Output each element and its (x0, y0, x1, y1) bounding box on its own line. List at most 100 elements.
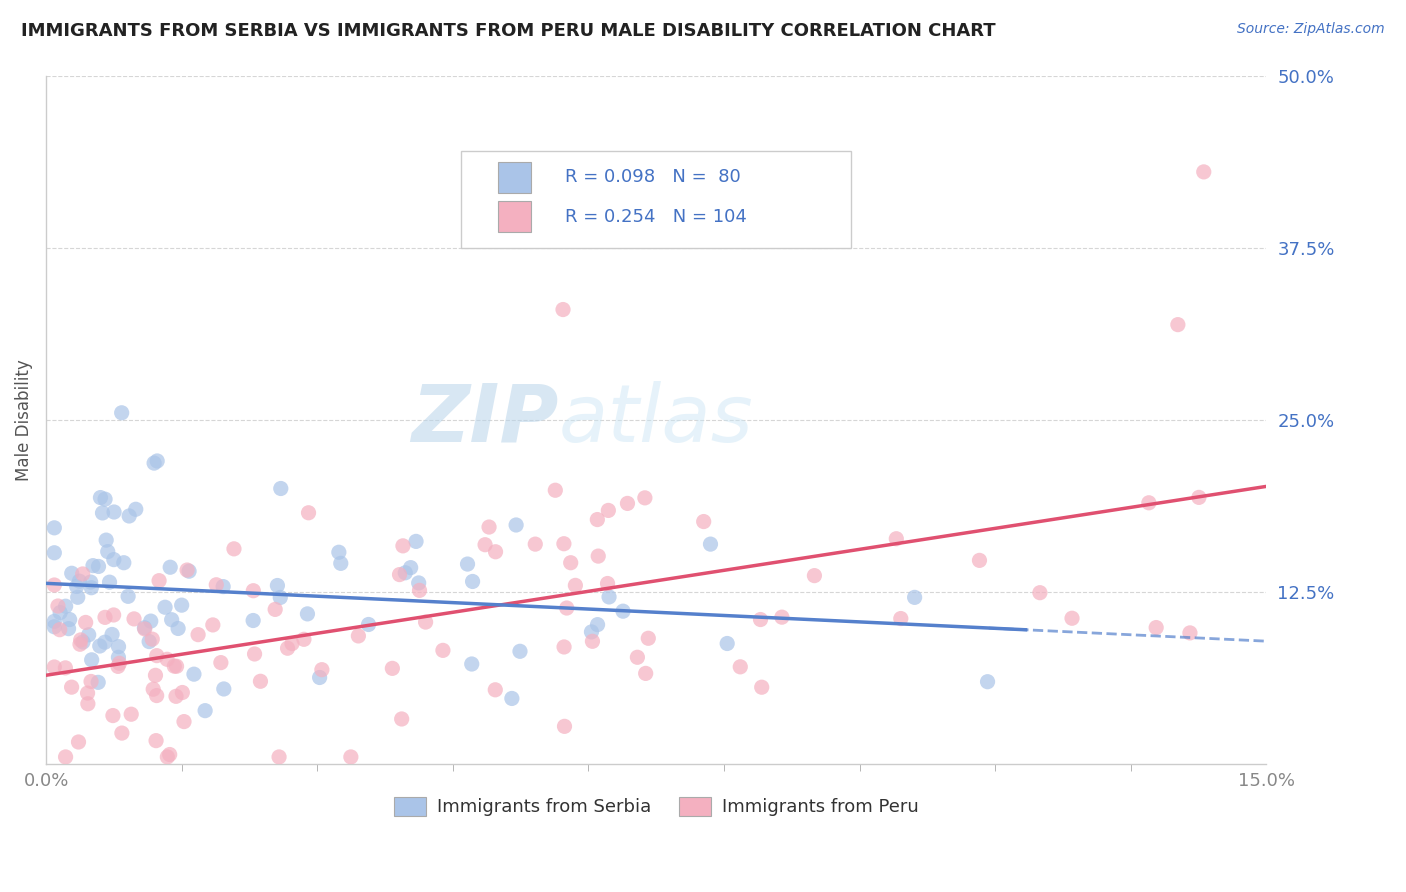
Point (159, 747, 181, 762)
Point (242, 614, 264, 628)
Point (297, 607, 319, 621)
Point (89, 639, 111, 653)
Point (243, 647, 266, 661)
Point (44, 546, 66, 560)
Point (1167, 318, 1189, 332)
Point (432, 643, 454, 657)
Point (1192, 165, 1215, 179)
Point (347, 629, 370, 643)
Point (329, 557, 352, 571)
Point (634, 666, 657, 681)
Point (328, 545, 350, 559)
Point (79, 575, 101, 590)
Point (461, 657, 484, 671)
Point (77, 628, 100, 642)
Point (904, 591, 927, 605)
Point (145, 733, 167, 747)
Point (103, 552, 125, 566)
Point (46, 599, 69, 613)
Point (749, 613, 772, 627)
Point (44, 521, 66, 535)
Point (187, 627, 209, 641)
Point (890, 611, 912, 625)
Point (146, 648, 169, 663)
Point (165, 690, 187, 704)
Y-axis label: Male Disability: Male Disability (15, 359, 32, 481)
Point (55, 599, 77, 614)
Point (80, 581, 103, 595)
Point (803, 568, 825, 582)
Point (66, 579, 89, 593)
Point (553, 640, 575, 654)
Point (96, 533, 118, 548)
Point (87, 559, 110, 574)
Point (156, 652, 179, 666)
Point (408, 583, 430, 598)
Point (308, 671, 330, 685)
FancyBboxPatch shape (461, 152, 852, 248)
Point (72, 635, 94, 649)
Point (484, 682, 506, 697)
Point (167, 622, 190, 636)
Point (143, 456, 166, 470)
Point (82, 558, 104, 573)
Point (89, 491, 111, 505)
Point (969, 553, 991, 567)
Point (44, 578, 66, 592)
Point (392, 539, 415, 553)
Point (555, 601, 578, 615)
Text: ZIP: ZIP (411, 381, 558, 458)
Point (770, 610, 793, 624)
Point (44, 620, 66, 634)
Point (730, 660, 752, 674)
Point (172, 685, 194, 699)
Point (148, 574, 170, 588)
Point (501, 691, 523, 706)
Point (153, 600, 176, 615)
Point (101, 708, 124, 723)
Point (524, 537, 547, 551)
Point (976, 674, 998, 689)
Text: R = 0.098   N =  80: R = 0.098 N = 80 (565, 169, 741, 186)
Point (176, 563, 198, 577)
Point (612, 604, 634, 618)
Point (111, 726, 134, 740)
Point (118, 508, 141, 523)
Point (1137, 496, 1160, 510)
FancyBboxPatch shape (498, 162, 530, 193)
Point (94, 610, 117, 624)
Point (391, 712, 413, 726)
Point (1178, 626, 1201, 640)
Point (586, 512, 609, 526)
Point (484, 545, 506, 559)
Point (48, 623, 70, 637)
Point (98, 575, 121, 590)
Point (69, 637, 91, 651)
Point (159, 560, 181, 574)
Point (44, 660, 66, 674)
Point (139, 614, 162, 628)
Point (634, 491, 657, 505)
Point (107, 659, 129, 673)
Point (626, 650, 648, 665)
Point (553, 719, 575, 733)
Point (1188, 491, 1211, 505)
Point (205, 578, 228, 592)
Point (553, 537, 575, 551)
Point (596, 576, 619, 591)
Point (134, 621, 156, 635)
Point (692, 515, 714, 529)
Point (80, 653, 103, 667)
Point (97, 544, 120, 558)
Point (76, 697, 98, 711)
Point (405, 534, 427, 549)
Point (160, 613, 183, 627)
Text: R = 0.254   N = 104: R = 0.254 N = 104 (565, 208, 747, 226)
Point (75, 615, 97, 630)
Point (394, 566, 416, 580)
Point (125, 502, 148, 516)
Point (170, 598, 193, 612)
Point (564, 578, 586, 592)
Point (264, 602, 287, 616)
Point (1029, 585, 1052, 599)
